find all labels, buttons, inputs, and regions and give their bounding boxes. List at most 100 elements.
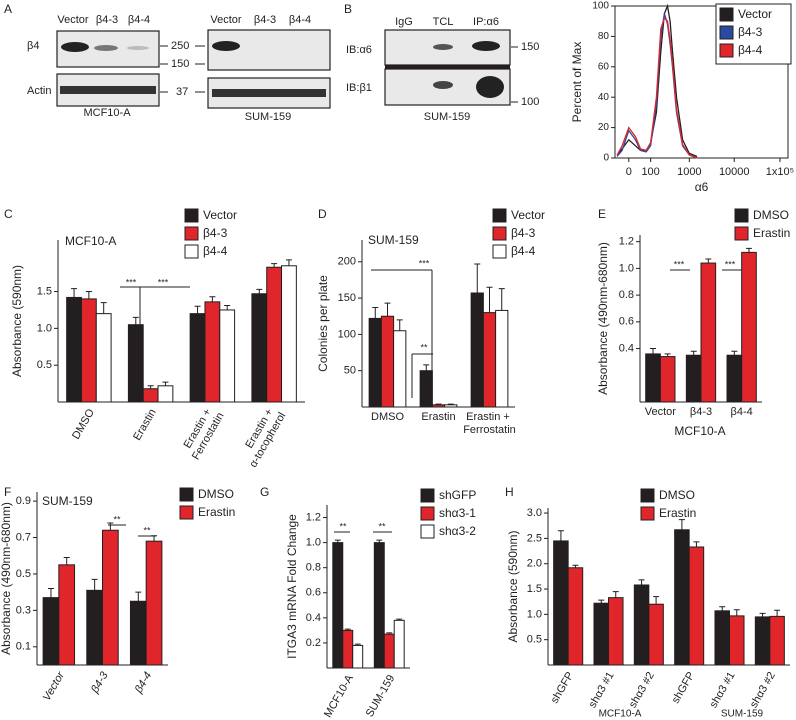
chart-title: SUM-159 bbox=[42, 494, 93, 508]
chart-title: SUM-159 bbox=[368, 233, 419, 247]
bar bbox=[66, 296, 82, 403]
error-bar bbox=[447, 403, 454, 405]
legend-label: β4-3 bbox=[738, 25, 763, 39]
y-tick-label: 1.2 bbox=[619, 236, 634, 248]
error-bar bbox=[435, 403, 442, 405]
legend-label: β4-4 bbox=[738, 43, 763, 57]
x-tick-label: shGFP bbox=[549, 670, 577, 706]
blot-divider bbox=[385, 65, 510, 69]
error-bar bbox=[47, 588, 54, 598]
y-tick-label: 40 bbox=[598, 92, 610, 103]
error-bar bbox=[285, 259, 292, 266]
marker-label: 37 bbox=[176, 86, 188, 98]
legend-label: β4-4 bbox=[203, 244, 228, 258]
x-tick-label: Erastin + Ferrostatin bbox=[179, 404, 227, 462]
x-tick-label: Erastin + α-tocopherol bbox=[236, 404, 288, 470]
blot-a-left: Vector β4-3 β4-4 β4 Actin MCF10-A 250 15… bbox=[27, 14, 205, 119]
panel-label: D bbox=[318, 207, 327, 221]
row-label: Actin bbox=[27, 85, 51, 97]
error-bar bbox=[100, 302, 107, 314]
legend-label: shα3-2 bbox=[439, 524, 476, 538]
panel-label: C bbox=[4, 207, 13, 221]
error-bar bbox=[271, 263, 278, 268]
error-bar bbox=[71, 288, 78, 298]
x-tick-label: shα3 #2 bbox=[627, 670, 657, 710]
x-tick-label: shα3 #2 bbox=[748, 670, 778, 710]
bar bbox=[204, 301, 221, 403]
y-tick-label: 60 bbox=[598, 61, 610, 72]
error-bar bbox=[372, 307, 379, 319]
bar bbox=[281, 265, 297, 403]
error-bar bbox=[745, 247, 752, 253]
lane-label: IgG bbox=[395, 16, 413, 28]
bar bbox=[633, 584, 650, 666]
y-tick-label: 0.5 bbox=[527, 634, 542, 646]
x-tick-label: DMSO bbox=[371, 411, 404, 423]
x-tick-label: Erastin bbox=[131, 407, 159, 443]
y-tick-label: 0.4 bbox=[306, 612, 321, 624]
error-bar bbox=[486, 286, 493, 313]
x-tick-label: 100 bbox=[641, 166, 659, 178]
bar bbox=[368, 317, 382, 408]
bar bbox=[444, 404, 458, 408]
error-bar bbox=[376, 539, 383, 543]
y-axis-label: Absorbance (590nm) bbox=[10, 265, 24, 377]
legend-swatch bbox=[492, 226, 507, 241]
y-axis-label: Percent of Max bbox=[570, 42, 584, 123]
legend-swatch bbox=[184, 244, 199, 259]
y-tick-label: 150 bbox=[338, 292, 356, 304]
lane-label: IP:α6 bbox=[473, 16, 499, 28]
marker-label: 250 bbox=[171, 40, 189, 52]
y-tick-label: 0.5 bbox=[16, 568, 31, 580]
x-tick-label: Erastin + Ferrostatin bbox=[463, 411, 516, 436]
legend-label: shGFP bbox=[439, 488, 476, 502]
legend-swatch bbox=[184, 226, 199, 241]
y-tick-label: 0.5 bbox=[37, 359, 52, 371]
error-bar bbox=[650, 348, 657, 354]
x-tick-label: SUM-159 bbox=[364, 673, 398, 719]
error-bar bbox=[474, 263, 481, 294]
lane-label: β4-3 bbox=[96, 14, 118, 26]
band bbox=[212, 41, 240, 51]
bar bbox=[648, 603, 664, 666]
y-tick-label: 100 bbox=[592, 1, 609, 12]
bar bbox=[373, 542, 385, 669]
legend-label: β4-3 bbox=[203, 226, 228, 240]
histogram-line bbox=[616, 17, 698, 159]
y-tick-label: 100 bbox=[338, 328, 356, 340]
row-label: IB:α6 bbox=[346, 44, 372, 56]
row-label: IB:β1 bbox=[346, 82, 372, 94]
error-bar bbox=[638, 579, 645, 585]
band bbox=[433, 81, 453, 89]
bar bbox=[754, 616, 771, 666]
error-bar bbox=[151, 535, 158, 542]
error-bar bbox=[162, 381, 169, 386]
blot-caption: SUM-159 bbox=[424, 111, 470, 123]
y-tick-label: 0 bbox=[603, 153, 609, 164]
legend-swatch bbox=[492, 244, 507, 259]
y-tick-label: 1.2 bbox=[306, 511, 321, 523]
error-bar bbox=[664, 353, 671, 357]
group-label: SUM-159 bbox=[721, 709, 764, 720]
error-bar bbox=[334, 539, 341, 543]
error-bar bbox=[85, 291, 92, 299]
bar bbox=[495, 309, 509, 408]
band bbox=[127, 46, 149, 50]
bar bbox=[127, 324, 144, 403]
band bbox=[476, 76, 504, 98]
significance: *** bbox=[674, 259, 685, 269]
blot-b: IgG TCL IP:α6 IB:α6 IB:β1 150 100 SUM-15… bbox=[346, 16, 539, 123]
error-bar bbox=[557, 530, 564, 541]
bar bbox=[482, 312, 497, 408]
bar bbox=[266, 266, 283, 403]
bar bbox=[102, 529, 119, 666]
x-tick-label: Vector bbox=[41, 669, 68, 703]
bar bbox=[685, 354, 702, 403]
blot-caption: SUM-159 bbox=[245, 111, 291, 123]
panel-label: G bbox=[260, 485, 269, 499]
error-bar bbox=[705, 258, 712, 264]
panel-letters: A B C D E F G H bbox=[4, 2, 606, 499]
bar bbox=[95, 313, 112, 403]
bar bbox=[383, 633, 395, 669]
error-bar bbox=[256, 288, 263, 294]
